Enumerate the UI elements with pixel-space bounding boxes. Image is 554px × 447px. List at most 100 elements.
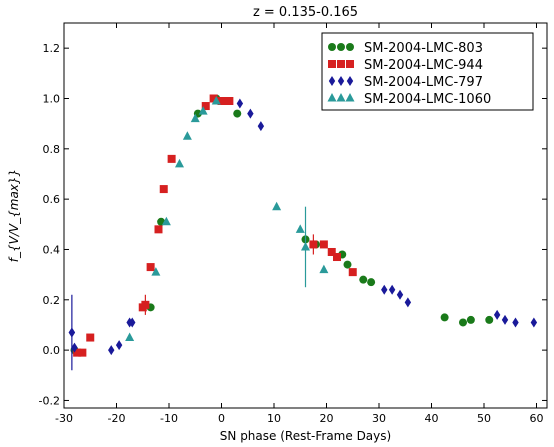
data-point	[209, 94, 218, 103]
y-tick-label: 1.0	[43, 92, 61, 105]
data-point	[217, 97, 226, 106]
y-axis-label: f_{V/V_{max}}	[7, 169, 21, 262]
data-point	[333, 253, 341, 262]
data-point	[359, 275, 368, 284]
data-point	[198, 106, 208, 115]
data-point	[236, 98, 244, 109]
legend-marker	[336, 93, 346, 102]
data-point	[108, 345, 115, 356]
x-tick-label: -10	[160, 412, 178, 425]
x-tick-label: 0	[218, 412, 225, 425]
data-point	[301, 241, 310, 251]
data-point	[211, 96, 221, 105]
series-2	[73, 94, 357, 357]
data-point	[138, 303, 147, 312]
x-tick-label: 60	[530, 412, 544, 425]
x-tick-label: -20	[108, 412, 126, 425]
legend-entry: SM-2004-LMC-944	[364, 58, 483, 73]
x-tick-label: 30	[372, 412, 386, 425]
y-tick-label: 1.2	[43, 42, 61, 55]
legend-box	[321, 32, 534, 111]
data-point	[327, 247, 336, 256]
data-point	[485, 315, 494, 324]
data-point	[167, 154, 176, 163]
data-point	[501, 314, 509, 325]
data-point	[86, 333, 95, 342]
data-point	[466, 315, 475, 324]
data-point	[190, 113, 200, 123]
data-point	[201, 102, 210, 111]
legend-entry: SM-2004-LMC-1060	[364, 92, 491, 107]
legend-marker	[328, 76, 336, 86]
data-point	[115, 340, 123, 351]
y-tick-label: 0.0	[43, 344, 61, 357]
data-point	[295, 224, 305, 233]
legend-marker	[346, 60, 354, 68]
series-3	[68, 98, 538, 371]
data-point	[367, 278, 376, 287]
legend-entry: SM-2004-LMC-803	[364, 41, 483, 56]
data-point	[159, 185, 168, 194]
legend-marker	[327, 93, 337, 102]
legend-marker	[345, 93, 355, 102]
x-tick-label: 50	[477, 412, 491, 425]
x-tick-label: 40	[425, 412, 439, 425]
data-point	[343, 260, 352, 269]
y-tick-label: 0.6	[43, 193, 61, 206]
data-point	[161, 216, 171, 226]
y-tick-label: 0.4	[43, 243, 61, 256]
series-1	[70, 94, 494, 355]
data-point	[396, 289, 404, 300]
x-axis-label: SN phase (Rest-Frame Days)	[220, 429, 391, 443]
x-tick-label: -30	[55, 412, 73, 425]
data-point	[493, 309, 501, 320]
data-point	[71, 342, 78, 353]
data-point	[175, 158, 184, 168]
legend: SM-2004-LMC-803 SM-2004-LMC-944 SM-2004-LM…	[321, 32, 534, 111]
data-point	[247, 108, 254, 119]
data-point	[459, 318, 467, 327]
x-tick-label: 10	[267, 412, 281, 425]
data-point	[309, 240, 318, 249]
data-point	[146, 263, 155, 272]
data-point	[388, 284, 396, 295]
data-point	[319, 240, 328, 249]
data-point	[440, 313, 449, 322]
data-point	[530, 317, 538, 328]
plot-frame	[63, 22, 548, 409]
legend-entry: SM-2004-LMC-797	[364, 75, 483, 90]
data-point	[348, 268, 357, 277]
legend-marker	[328, 43, 336, 51]
data-point	[68, 327, 76, 338]
data-point	[225, 97, 234, 106]
legend-marker	[337, 76, 345, 86]
data-point	[381, 284, 388, 295]
data-point	[404, 297, 412, 308]
legend-marker	[337, 60, 345, 68]
legend-marker	[346, 76, 354, 86]
legend-marker	[346, 43, 354, 51]
data-point	[512, 317, 519, 328]
chart-title: z = 0.135-0.165	[253, 5, 358, 20]
data-point	[233, 109, 242, 118]
series-4	[125, 96, 329, 342]
legend-marker	[337, 43, 345, 51]
data-point	[272, 201, 282, 211]
y-tick-label: -0.2	[39, 394, 60, 407]
data-point	[182, 131, 192, 140]
data-point	[73, 348, 82, 357]
data-point	[125, 332, 135, 342]
y-tick-label: 0.2	[43, 294, 61, 307]
legend-marker	[328, 60, 336, 68]
plot-area: -30 -20 -10 0 10 20 30 40 50 60 -0.2 0.0 0.2 0.4 0.6 0.…	[39, 22, 548, 425]
x-tick-label: 20	[320, 412, 334, 425]
data-point	[151, 267, 161, 276]
y-tick-label: 0.8	[43, 143, 61, 156]
data-marks	[68, 94, 538, 371]
data-point	[129, 317, 136, 328]
data-point	[319, 264, 329, 274]
data-point	[257, 121, 265, 132]
data-point	[154, 225, 163, 234]
data-point	[78, 348, 87, 357]
